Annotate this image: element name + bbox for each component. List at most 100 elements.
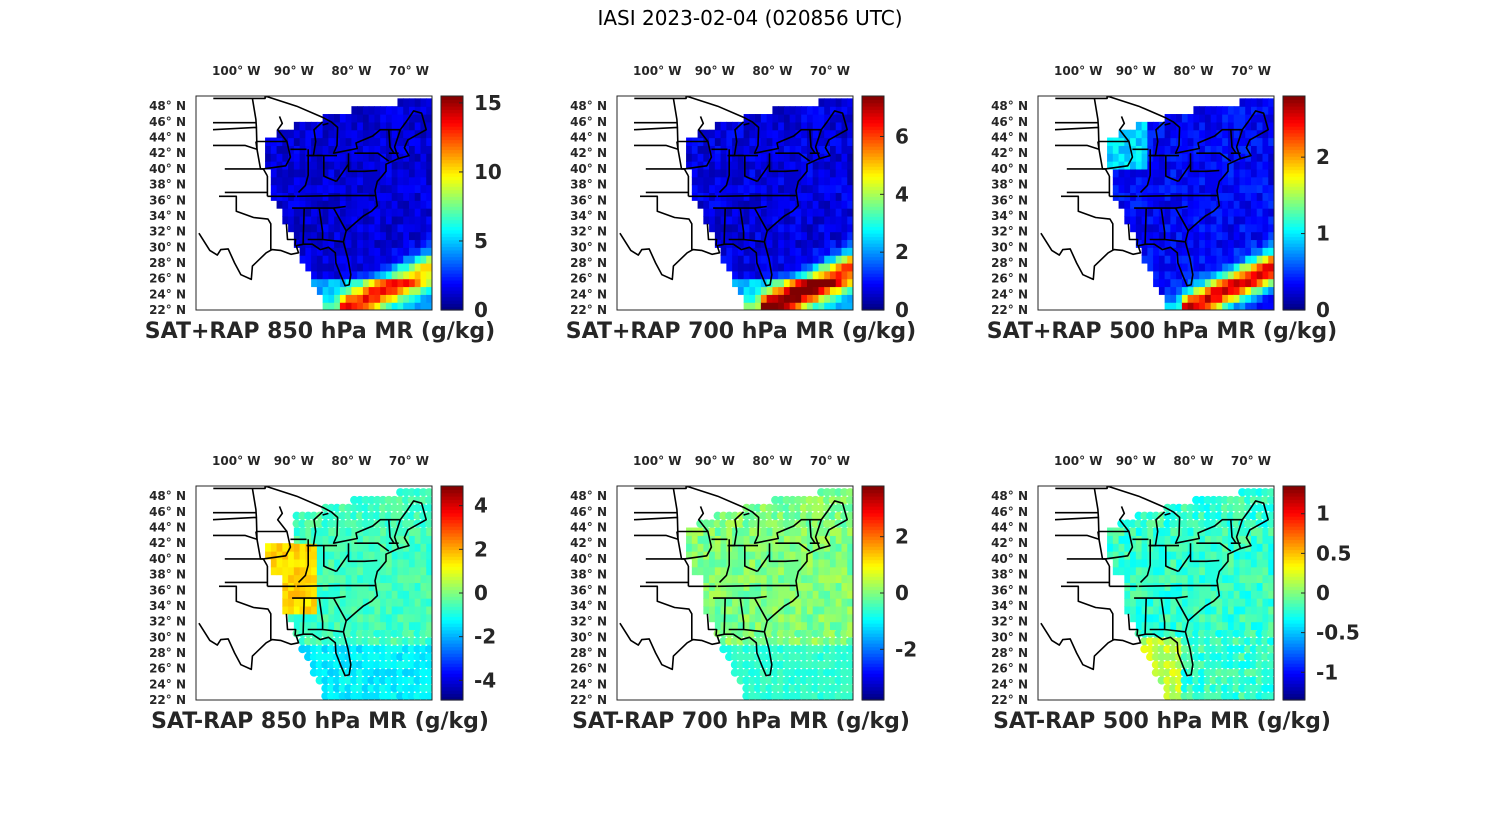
data-cell xyxy=(1210,153,1218,162)
data-cell xyxy=(1245,590,1252,599)
data-point xyxy=(776,629,786,638)
data-cell xyxy=(420,294,427,303)
data-cell xyxy=(426,176,432,186)
data-cell xyxy=(1187,582,1195,591)
data-point xyxy=(725,511,734,520)
boundary-line xyxy=(1134,205,1188,209)
data-cell xyxy=(357,590,364,599)
data-cell xyxy=(1153,215,1160,225)
data-cell xyxy=(789,535,797,544)
boundary-line xyxy=(706,223,718,246)
data-cell xyxy=(420,621,427,631)
data-point xyxy=(1169,684,1178,693)
data-point xyxy=(771,629,780,638)
data-point xyxy=(805,629,815,638)
data-cell xyxy=(714,598,722,607)
data-cell xyxy=(316,231,324,241)
data-cell xyxy=(328,574,335,584)
data-point xyxy=(1238,652,1247,662)
boundary-line xyxy=(775,152,811,162)
data-cell xyxy=(835,566,843,576)
data-point xyxy=(1157,644,1166,654)
data-cell xyxy=(709,153,716,162)
data-cell xyxy=(1256,215,1264,225)
data-cell xyxy=(714,621,722,631)
colorbar-segment xyxy=(862,519,884,524)
data-cell xyxy=(408,239,416,248)
data-cell xyxy=(345,129,353,139)
data-cell xyxy=(403,566,410,576)
data-cell xyxy=(1222,262,1229,272)
data-cell xyxy=(414,605,422,615)
colorbar-segment xyxy=(862,532,884,537)
data-point xyxy=(321,629,330,638)
data-cell xyxy=(1124,590,1131,599)
data-cell xyxy=(374,239,381,248)
data-point xyxy=(424,652,432,662)
data-cell xyxy=(795,302,802,310)
boundary-line xyxy=(219,585,272,640)
data-cell xyxy=(316,129,324,139)
data-cell xyxy=(1158,129,1166,139)
data-cell xyxy=(760,582,768,591)
data-cell xyxy=(328,262,335,272)
data-cell xyxy=(812,215,820,225)
data-cell xyxy=(835,302,843,310)
data-cell xyxy=(293,200,301,209)
colorbar-segment xyxy=(441,296,463,301)
map-plot: 100° W 90° W 80° W 70° W48° N46° N44° N42° … xyxy=(570,454,917,707)
data-cell xyxy=(1141,137,1148,146)
data-cell xyxy=(1268,543,1274,552)
data-cell xyxy=(1118,566,1125,576)
data-cell xyxy=(270,566,278,576)
data-cell xyxy=(755,247,762,256)
data-cell xyxy=(351,278,358,288)
data-cell xyxy=(818,161,825,170)
data-cell xyxy=(766,574,774,584)
colorbar-segment xyxy=(862,589,884,594)
data-point xyxy=(355,503,365,513)
data-cell xyxy=(334,558,341,568)
data-cell xyxy=(1222,558,1229,568)
data-cell xyxy=(380,278,387,288)
data-cell xyxy=(426,114,432,123)
data-cell xyxy=(311,168,318,178)
data-cell xyxy=(362,278,370,288)
data-cell xyxy=(772,121,779,131)
data-cell xyxy=(812,598,820,607)
data-cell xyxy=(755,161,762,170)
colorbar-tick-label: 15 xyxy=(474,91,502,115)
data-cell xyxy=(311,247,318,256)
data-point xyxy=(378,652,388,662)
data-cell xyxy=(847,145,853,154)
data-cell xyxy=(1141,558,1148,568)
data-cell xyxy=(818,215,825,225)
data-cell xyxy=(414,574,422,584)
data-cell xyxy=(391,168,399,178)
lat-tick-label: 34° N xyxy=(149,599,186,613)
lon-tick-label: 90° W xyxy=(274,64,314,78)
data-cell xyxy=(420,255,427,264)
colorbar-segment xyxy=(862,192,884,197)
data-cell xyxy=(1262,121,1269,131)
data-point xyxy=(424,629,432,638)
data-cell xyxy=(1135,590,1143,599)
data-cell xyxy=(322,231,329,241)
data-cell xyxy=(339,535,347,544)
data-cell xyxy=(397,200,404,209)
colorbar-segment xyxy=(441,213,463,217)
data-cell xyxy=(824,153,831,162)
lat-tick-label: 32° N xyxy=(991,225,1028,239)
data-point xyxy=(1249,637,1259,646)
data-cell xyxy=(357,551,364,560)
lat-tick-label: 40° N xyxy=(991,552,1028,566)
data-cell xyxy=(778,278,785,288)
data-cell xyxy=(1210,255,1218,264)
data-cell xyxy=(1233,121,1241,131)
data-cell xyxy=(1158,161,1166,170)
colorbar-segment xyxy=(862,286,884,291)
data-cell xyxy=(835,551,843,560)
data-point xyxy=(822,637,832,646)
data-cell xyxy=(311,270,318,280)
data-cell xyxy=(414,278,422,288)
